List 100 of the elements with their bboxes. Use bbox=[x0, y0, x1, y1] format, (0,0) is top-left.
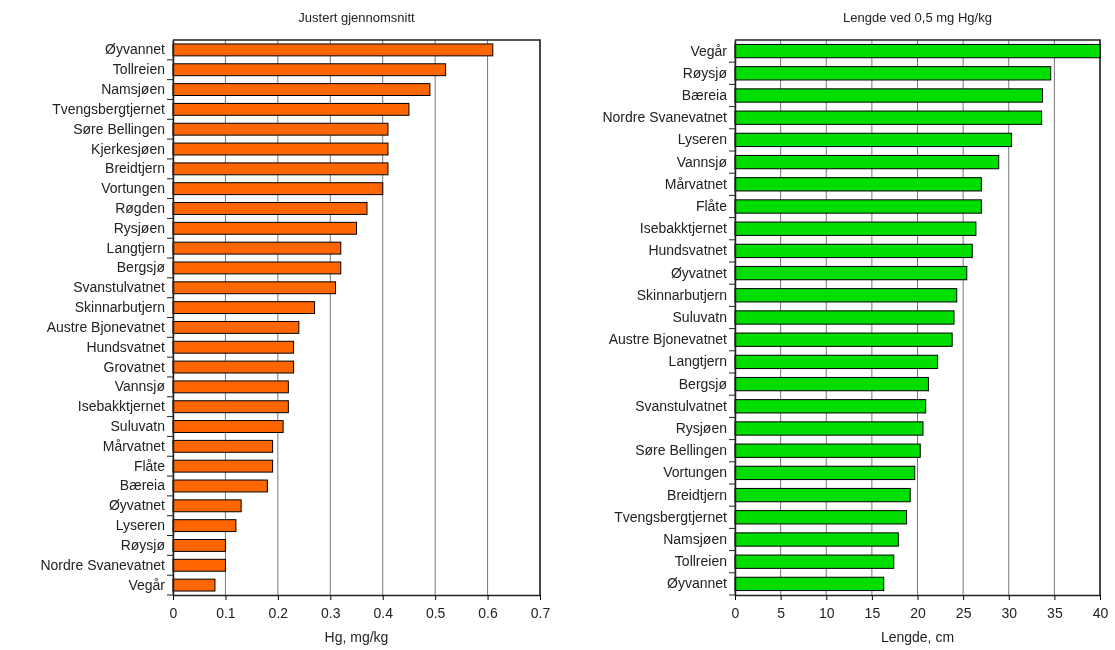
x-axis-title: Lengde, cm bbox=[880, 629, 955, 645]
y-tick-label: Langtjern bbox=[668, 353, 727, 370]
bar bbox=[734, 487, 911, 503]
bar bbox=[172, 202, 368, 215]
bar bbox=[172, 301, 316, 315]
chart-title: Justert gjennomsnitt bbox=[298, 10, 416, 25]
y-tick-label: Austre Bjonevatnet bbox=[608, 331, 728, 348]
y-tick-label: Namsjøen bbox=[101, 81, 165, 98]
bar bbox=[172, 519, 237, 533]
x-tick-label: 25 bbox=[955, 605, 972, 622]
y-tick-label: Skinnarbutjern bbox=[74, 299, 165, 316]
x-tick-label: 20 bbox=[910, 605, 926, 622]
y-tick-label: Tollreien bbox=[112, 61, 165, 78]
y-tick-label: Tvengsbergtjernet bbox=[614, 508, 728, 525]
y-tick-label: Grovatnet bbox=[103, 358, 166, 375]
y-tick-label: Breidtjern bbox=[105, 160, 165, 177]
bar bbox=[734, 288, 958, 303]
bar bbox=[172, 499, 242, 513]
bar bbox=[734, 421, 924, 436]
bar bbox=[734, 66, 1052, 81]
chart-title: Lengde ved 0,5 mg Hg/kg bbox=[843, 10, 992, 25]
bar bbox=[734, 465, 916, 481]
y-tick-label: Vannsjø bbox=[676, 153, 728, 170]
y-tick-label: Flåte bbox=[695, 197, 728, 214]
bar bbox=[172, 479, 268, 493]
y-tick-label: Vegår bbox=[690, 42, 728, 59]
y-tick-label: Skinnarbutjern bbox=[636, 286, 727, 303]
y-tick-label: Øyvatnet bbox=[108, 497, 166, 514]
bar bbox=[734, 154, 1000, 170]
y-tick-label: Nordre Svanevatnet bbox=[602, 109, 728, 126]
x-tick-label: 35 bbox=[1047, 605, 1063, 622]
x-tick-label: 0.6 bbox=[478, 605, 499, 622]
bar bbox=[734, 243, 973, 259]
y-tick-label: Svanstulvatnet bbox=[635, 397, 728, 414]
y-tick-label: Vortungen bbox=[101, 180, 165, 197]
bar bbox=[172, 439, 274, 453]
y-tick-label: Isebakktjernet bbox=[639, 220, 728, 237]
bar bbox=[734, 221, 977, 236]
y-tick-label: Øyvatnet bbox=[670, 264, 728, 281]
bar bbox=[734, 199, 982, 214]
y-tick-label: Vortungen bbox=[663, 464, 727, 481]
bar bbox=[172, 558, 226, 572]
bar bbox=[734, 376, 929, 392]
bar bbox=[734, 399, 927, 414]
x-tick-label: 30 bbox=[1001, 605, 1018, 622]
y-tick-label: Rysjøen bbox=[113, 219, 165, 236]
y-tick-label: Lyseren bbox=[677, 131, 727, 148]
y-tick-label: Bæreia bbox=[119, 477, 166, 494]
y-tick-label: Øyvannet bbox=[667, 575, 728, 592]
y-tick-label: Kjerkesjøen bbox=[91, 140, 165, 157]
y-tick-label: Mårvatnet bbox=[664, 175, 728, 192]
x-tick-label: 0 bbox=[169, 605, 178, 622]
bar bbox=[734, 265, 968, 281]
bar bbox=[172, 380, 289, 394]
y-tick-label: Tvengsbergtjernet bbox=[52, 100, 166, 117]
y-tick-label: Røysjø bbox=[120, 536, 166, 553]
y-tick-label: Søre Bellingen bbox=[73, 120, 165, 137]
y-tick-label: Vannsjø bbox=[114, 378, 166, 395]
y-tick-label: Søre Bellingen bbox=[635, 442, 727, 459]
bar bbox=[172, 360, 295, 374]
bar bbox=[172, 578, 216, 592]
y-tick-label: Namsjøen bbox=[663, 530, 727, 547]
bar bbox=[734, 177, 982, 192]
y-tick-label: Langtjern bbox=[106, 239, 165, 256]
x-tick-label: 0 bbox=[731, 605, 740, 622]
bar bbox=[734, 310, 955, 325]
bar bbox=[172, 420, 284, 433]
bar bbox=[734, 110, 1043, 125]
bar bbox=[734, 510, 908, 525]
bar bbox=[172, 281, 337, 295]
bar bbox=[734, 532, 899, 547]
bar bbox=[172, 340, 295, 354]
bar bbox=[734, 354, 939, 370]
y-tick-label: Røysjø bbox=[682, 64, 728, 81]
y-tick-label: Røgden bbox=[115, 199, 165, 216]
y-tick-label: Vegår bbox=[128, 576, 166, 593]
bar bbox=[172, 320, 300, 334]
y-tick-label: Isebakktjernet bbox=[77, 398, 166, 415]
y-tick-label: Austre Bjonevatnet bbox=[46, 318, 166, 335]
y-tick-label: Mårvatnet bbox=[102, 437, 166, 454]
x-tick-label: 15 bbox=[864, 605, 881, 622]
y-tick-label: Hundsvatnet bbox=[86, 338, 166, 355]
bar bbox=[734, 88, 1044, 103]
bar bbox=[172, 122, 389, 136]
bar bbox=[172, 459, 274, 473]
y-tick-label: Svanstulvatnet bbox=[73, 279, 166, 296]
y-tick-label: Rysjøen bbox=[675, 419, 727, 436]
bar bbox=[734, 443, 921, 458]
bar bbox=[172, 400, 289, 414]
y-tick-label: Flåte bbox=[133, 457, 166, 474]
y-tick-label: Bergsjø bbox=[116, 259, 166, 276]
y-tick-label: Breidtjern bbox=[667, 486, 727, 503]
bar bbox=[172, 102, 410, 116]
bar bbox=[172, 539, 226, 552]
x-tick-label: 40 bbox=[1092, 605, 1109, 622]
y-tick-label: Nordre Svanevatnet bbox=[40, 556, 166, 573]
x-tick-label: 0.1 bbox=[216, 605, 236, 622]
y-tick-label: Tollreien bbox=[674, 553, 727, 570]
x-tick-label: 0.7 bbox=[530, 605, 551, 622]
bar bbox=[734, 332, 953, 347]
